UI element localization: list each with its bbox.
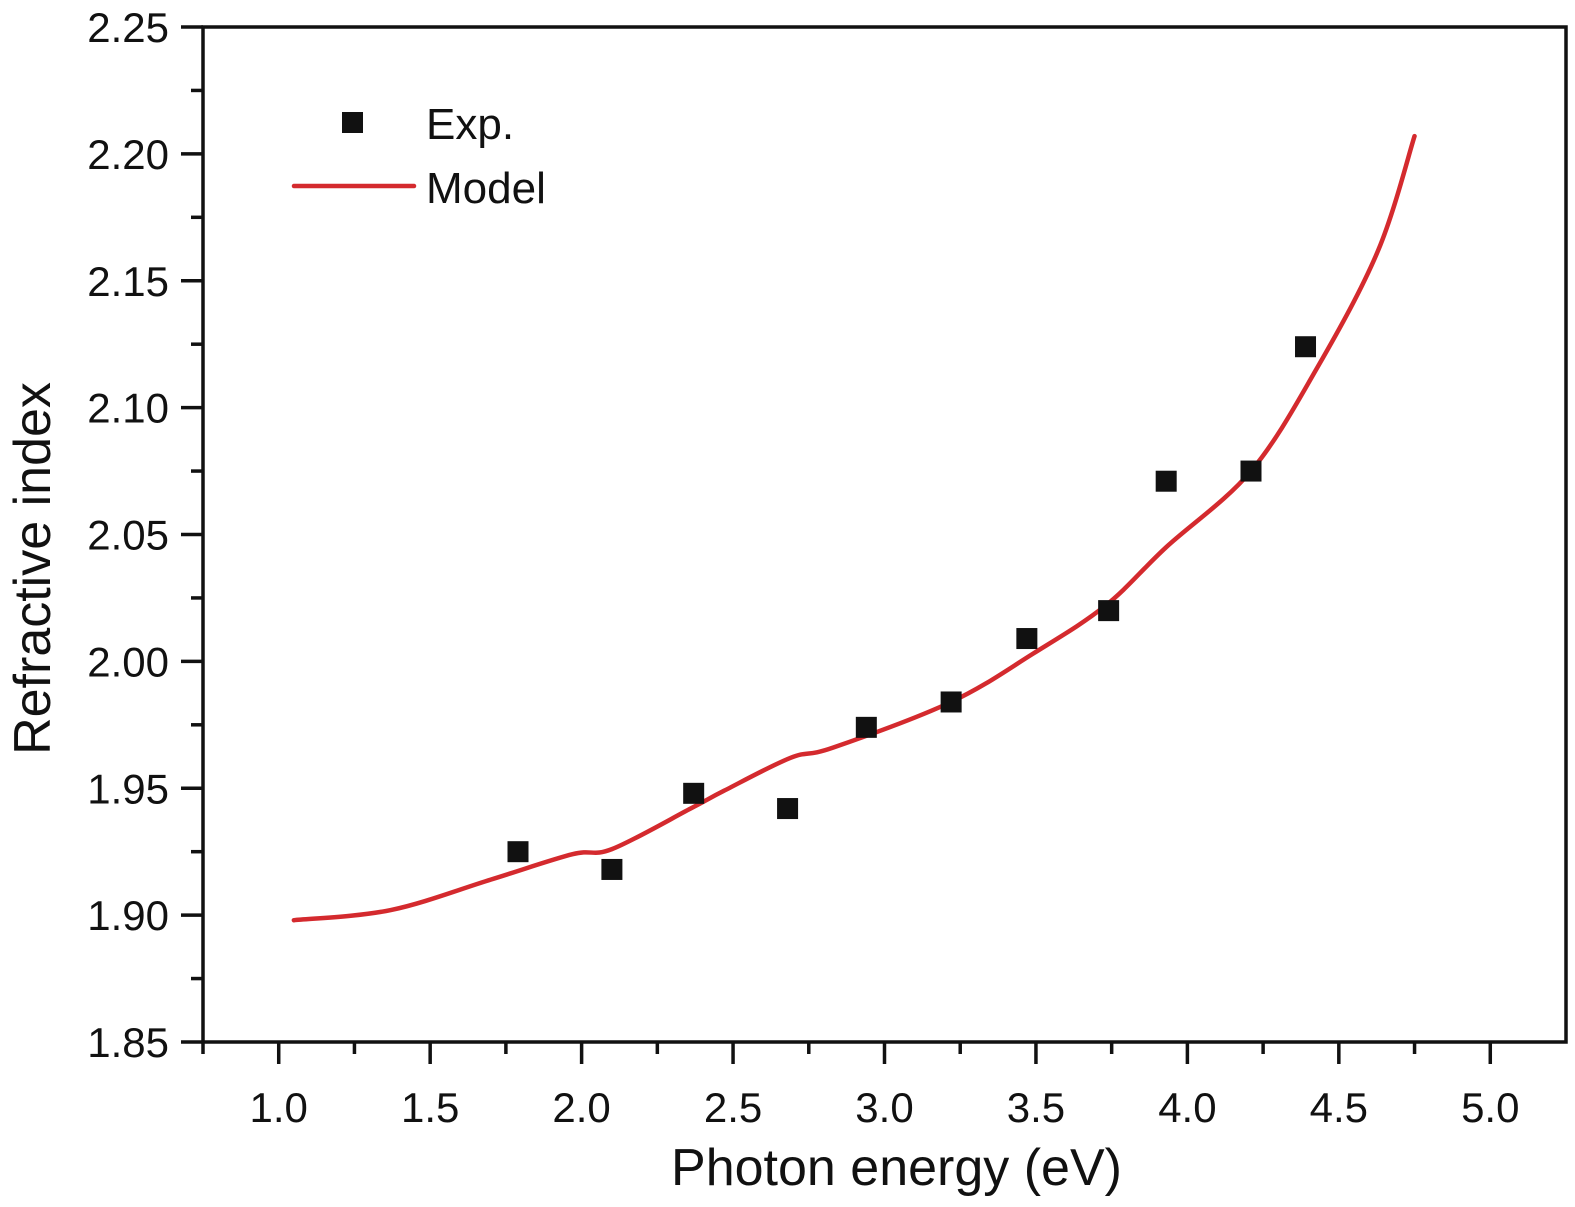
- model-curve: [291, 133, 1417, 923]
- x-tick-label: 1.5: [401, 1084, 459, 1131]
- y-tick-label: 1.95: [87, 765, 169, 812]
- x-tick-label: 2.5: [704, 1084, 762, 1131]
- exp-data-point: [601, 858, 623, 880]
- x-tick-label: 3.0: [855, 1084, 913, 1131]
- plot-border: [201, 25, 1568, 1044]
- x-tick-label: 3.5: [1007, 1084, 1065, 1131]
- exp-data-point: [1098, 600, 1120, 622]
- x-tick-label: 5.0: [1461, 1084, 1519, 1131]
- y-tick-label: 2.25: [87, 4, 169, 51]
- legend: Exp. Model: [291, 100, 546, 213]
- exp-data-point: [855, 716, 877, 738]
- legend-exp-marker: [342, 112, 363, 133]
- exp-data-point: [1016, 628, 1038, 650]
- x-tick-label: 1.0: [250, 1084, 308, 1131]
- exp-data-point: [1295, 336, 1317, 358]
- x-axis-ticks: 1.0 1.5 2.0 2.5 3.0 3.5 4.0 4.5 5.0: [201, 1042, 1519, 1131]
- y-tick-label: 2.00: [87, 638, 169, 685]
- y-tick-label: 2.15: [87, 258, 169, 305]
- y-tick-label: 2.05: [87, 512, 169, 559]
- legend-model-label: Model: [426, 164, 546, 213]
- y-tick-label: 2.20: [87, 131, 169, 178]
- exp-series: [507, 336, 1317, 880]
- y-axis-title: Refractive index: [4, 382, 62, 755]
- y-tick-label: 1.85: [87, 1019, 169, 1066]
- x-tick-label: 4.5: [1310, 1084, 1368, 1131]
- exp-data-point: [940, 691, 962, 713]
- y-tick-label: 2.10: [87, 385, 169, 432]
- exp-data-point: [777, 798, 799, 820]
- plot-frame: [201, 25, 1568, 1044]
- exp-data-point: [1240, 460, 1262, 482]
- y-axis-ticks: 1.85 1.90 1.95 2.00 2.05 2.10 2.15 2.20 2.25: [87, 4, 203, 1066]
- x-axis-title: Photon energy (eV): [671, 1139, 1122, 1197]
- legend-exp-label: Exp.: [426, 100, 514, 149]
- exp-data-point: [507, 841, 529, 863]
- x-tick-label: 2.0: [552, 1084, 610, 1131]
- y-tick-label: 1.90: [87, 892, 169, 939]
- x-tick-label: 4.0: [1158, 1084, 1216, 1131]
- model-series: [291, 133, 1417, 923]
- exp-data-point: [1155, 470, 1177, 492]
- exp-data-point: [683, 782, 705, 804]
